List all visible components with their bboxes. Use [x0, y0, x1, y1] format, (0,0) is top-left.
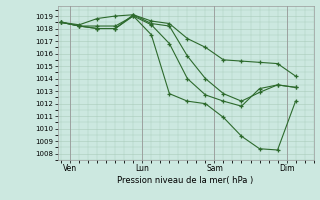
X-axis label: Pression niveau de la mer( hPa ): Pression niveau de la mer( hPa )	[117, 176, 254, 185]
